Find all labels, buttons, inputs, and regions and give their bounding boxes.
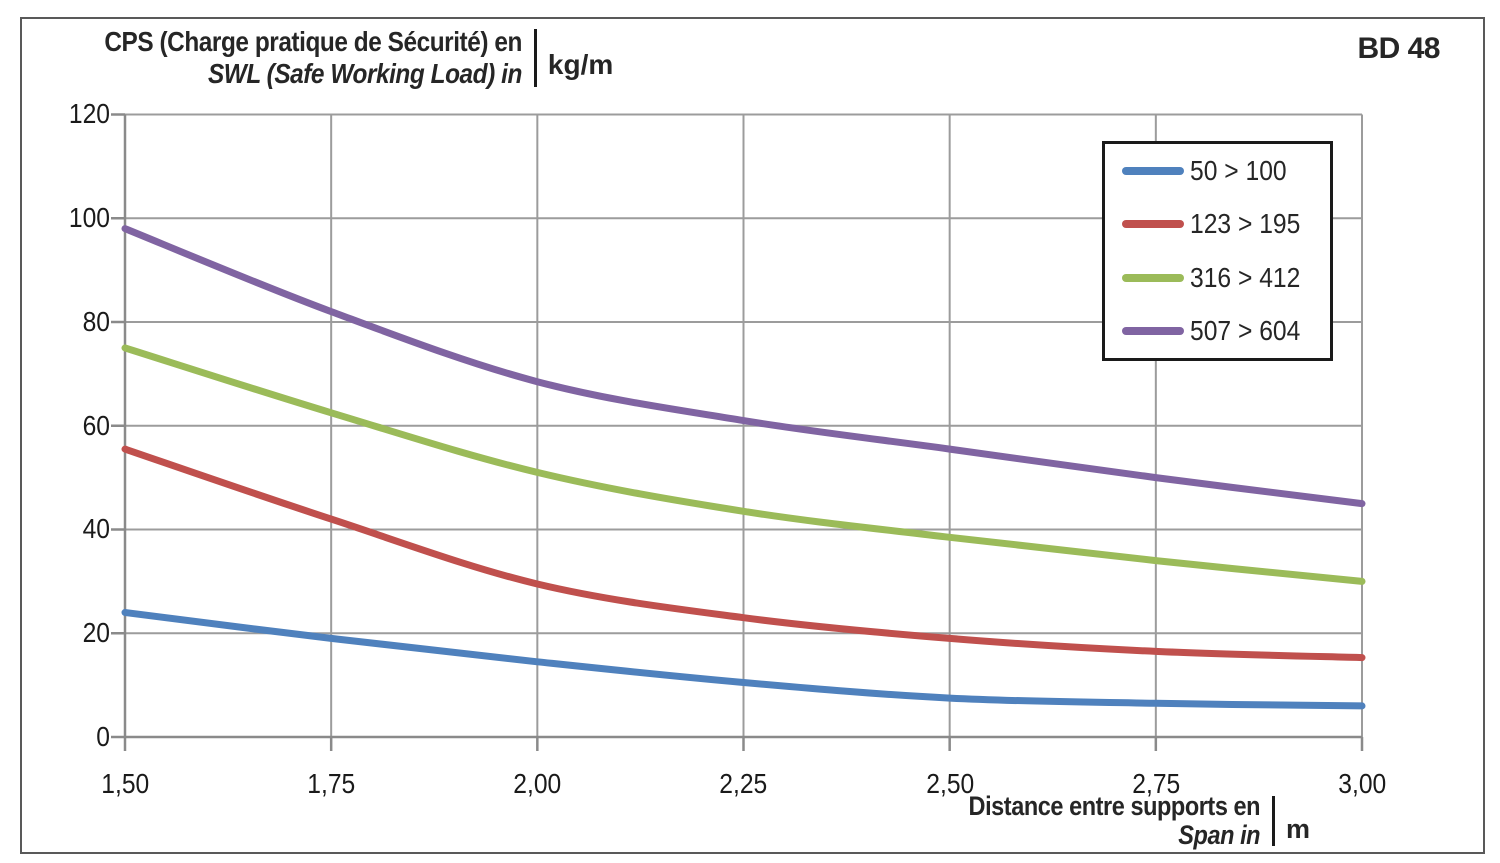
y-axis-title-en: SWL (Safe Working Load) in: [207, 58, 522, 89]
legend-label: 507 > 604: [1190, 315, 1301, 347]
legend-label: 316 > 412: [1190, 261, 1301, 293]
legend-label: 50 > 100: [1190, 154, 1287, 186]
legend-label: 123 > 195: [1190, 208, 1301, 240]
x-tick-2-00: 2,00: [513, 768, 561, 799]
y-tick-60: 60: [82, 410, 110, 441]
x-tick-2-75: 2,75: [1132, 768, 1180, 799]
reference-code: BD 48: [1357, 32, 1440, 65]
y-tick-100: 100: [68, 202, 110, 233]
x-axis-title: Distance entre supports en Span in m: [925, 792, 1310, 850]
xtitle-divider-bar: [1271, 796, 1275, 846]
legend: 50 > 100 123 > 195 316 > 412 507 > 604: [1102, 141, 1333, 361]
legend-swatch-green: [1122, 273, 1184, 282]
legend-item-123-195: 123 > 195: [1105, 198, 1330, 252]
x-axis-title-en: Span in: [1178, 820, 1260, 850]
y-tick-40: 40: [82, 513, 110, 544]
y-tick-0: 0: [96, 721, 110, 752]
legend-swatch-red: [1122, 220, 1184, 229]
y-axis-title-fr: CPS (Charge pratique de Sécurité) en: [104, 26, 522, 57]
legend-item-50-100: 50 > 100: [1105, 144, 1330, 198]
y-tick-20: 20: [82, 617, 110, 648]
legend-swatch-purple: [1122, 327, 1184, 336]
x-tick-1-50: 1,50: [101, 768, 149, 799]
x-axis-title-fr: Distance entre supports en: [968, 791, 1260, 821]
y-tick-120: 120: [68, 98, 110, 129]
x-tick-1-75: 1,75: [307, 768, 355, 799]
x-tick-3-00: 3,00: [1338, 768, 1386, 799]
x-tick-2-50: 2,50: [926, 768, 974, 799]
y-axis-unit: kg/m: [547, 49, 614, 80]
x-axis-unit: m: [1285, 813, 1310, 844]
title-divider-bar: [533, 29, 537, 87]
legend-item-316-412: 316 > 412: [1105, 251, 1330, 305]
legend-item-507-604: 507 > 604: [1105, 305, 1330, 359]
legend-swatch-blue: [1122, 166, 1184, 175]
y-tick-80: 80: [82, 306, 110, 337]
y-axis-title: CPS (Charge pratique de Sécurité) en SWL…: [42, 26, 613, 90]
x-tick-2-25: 2,25: [719, 768, 767, 799]
